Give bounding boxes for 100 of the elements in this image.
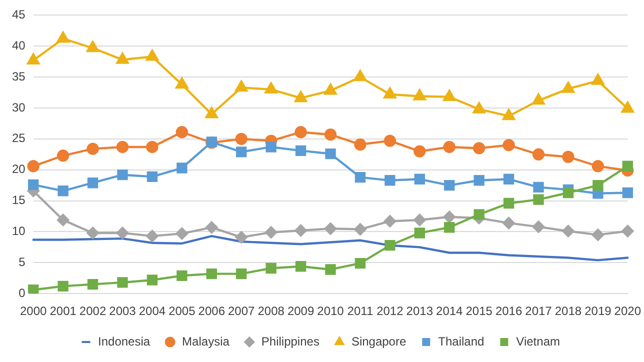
- point: [146, 274, 158, 286]
- point: [502, 139, 515, 152]
- x-tick-label: 2004: [138, 304, 166, 318]
- point: [354, 172, 366, 183]
- x-tick-label: 2017: [525, 304, 552, 318]
- point: [27, 53, 40, 64]
- point: [235, 132, 248, 146]
- x-tick-label: 2006: [198, 304, 226, 318]
- point: [324, 128, 337, 141]
- point: [56, 214, 70, 226]
- point: [266, 262, 276, 274]
- point: [86, 142, 99, 155]
- y-tick-label: 25: [12, 131, 26, 146]
- x-tick-label: 2010: [317, 304, 344, 318]
- point: [562, 82, 575, 93]
- point: [532, 93, 545, 105]
- point: [503, 174, 514, 184]
- point: [294, 224, 307, 237]
- point: [264, 226, 278, 238]
- y-tick-label: 5: [18, 254, 26, 269]
- point: [474, 175, 484, 186]
- x-tick-label: 2011: [347, 304, 374, 318]
- point: [592, 180, 604, 191]
- point: [622, 160, 633, 172]
- point: [324, 84, 337, 95]
- point: [354, 138, 366, 151]
- point: [502, 108, 516, 120]
- point: [532, 220, 545, 233]
- point: [414, 214, 426, 226]
- point: [87, 178, 98, 188]
- y-tick-label: 40: [12, 38, 26, 52]
- point: [562, 187, 574, 198]
- point: [384, 134, 396, 147]
- point: [176, 126, 188, 138]
- x-tick-label: 2014: [436, 304, 464, 318]
- point: [444, 180, 455, 191]
- x-tick-label: 2007: [228, 304, 256, 318]
- point: [295, 261, 306, 272]
- point: [592, 74, 604, 85]
- x-tick-label: 2019: [584, 304, 612, 318]
- point: [384, 87, 396, 98]
- point: [116, 226, 129, 240]
- point: [86, 226, 99, 240]
- point: [146, 171, 158, 182]
- y-tick-label: 10: [12, 224, 26, 238]
- y-tick-label: 15: [12, 193, 26, 208]
- point: [56, 150, 70, 162]
- point: [235, 80, 248, 92]
- point: [414, 145, 426, 158]
- x-tick-label: 2002: [79, 304, 106, 318]
- x-tick-label: 2015: [466, 304, 493, 318]
- point: [474, 209, 484, 220]
- point: [56, 32, 70, 43]
- y-tick-label: 0: [18, 286, 26, 300]
- point: [146, 140, 158, 154]
- point: [503, 198, 514, 209]
- x-tick-label: 2003: [109, 304, 136, 318]
- x-tick-label: 2020: [614, 304, 642, 318]
- point: [176, 77, 188, 89]
- point: [444, 222, 455, 233]
- point: [384, 215, 396, 228]
- x-tick-label: 2013: [406, 304, 434, 318]
- point: [27, 160, 40, 172]
- point: [206, 268, 217, 280]
- point: [236, 146, 247, 158]
- y-tick-label: 35: [12, 69, 26, 84]
- point: [472, 142, 486, 154]
- point: [562, 150, 574, 163]
- point: [443, 90, 456, 101]
- point: [28, 284, 39, 294]
- legend-label: Vietnam: [516, 334, 560, 348]
- point: [264, 82, 278, 94]
- point: [354, 70, 367, 82]
- x-tick-label: 2016: [495, 304, 522, 318]
- x-tick-label: 2012: [376, 304, 404, 318]
- x-tick-label: 2018: [554, 304, 582, 318]
- point: [413, 89, 426, 100]
- x-tick-label: 2009: [287, 304, 314, 318]
- x-tick-label: 2001: [50, 304, 77, 318]
- point: [562, 225, 574, 238]
- point: [502, 216, 515, 230]
- x-tick-label: 2005: [168, 304, 196, 318]
- point: [443, 210, 456, 223]
- point: [86, 40, 100, 52]
- point: [116, 140, 129, 154]
- legend-label: Philippines: [261, 334, 320, 348]
- point: [325, 264, 336, 275]
- point: [324, 222, 337, 235]
- point: [294, 91, 308, 102]
- y-tick-label: 45: [12, 8, 26, 22]
- point: [146, 230, 158, 242]
- point: [235, 231, 248, 244]
- point: [176, 270, 188, 281]
- point: [87, 278, 98, 290]
- point: [58, 280, 68, 292]
- point: [592, 228, 604, 241]
- point: [295, 145, 306, 156]
- point: [621, 102, 634, 113]
- point: [206, 221, 218, 234]
- point: [58, 186, 68, 196]
